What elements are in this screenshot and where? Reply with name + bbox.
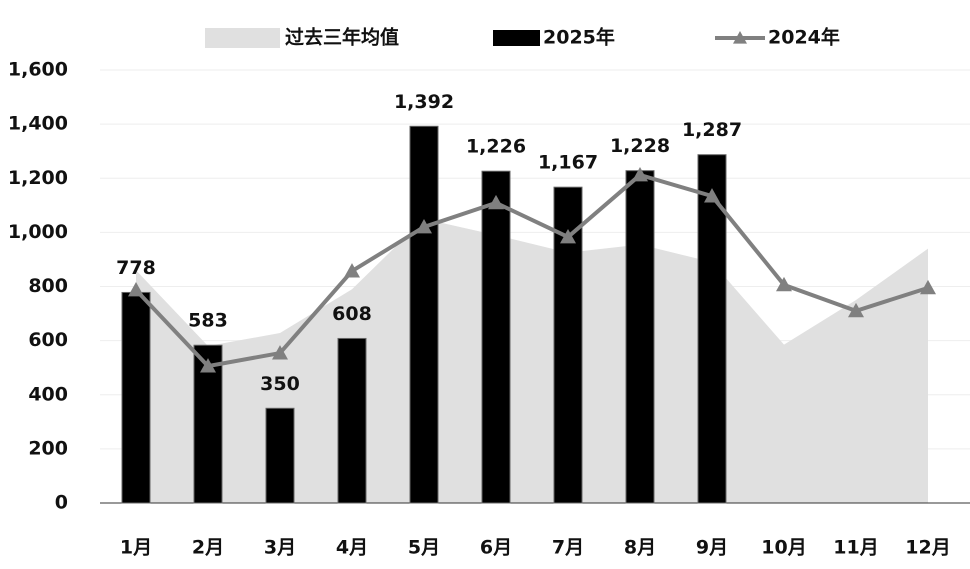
y-tick-label: 1,600 [8, 59, 68, 81]
data-label: 1,167 [538, 152, 598, 174]
marker [416, 218, 432, 234]
y-tick-label: 1,200 [8, 167, 68, 189]
legend-label: 2025年 [543, 26, 615, 49]
legend-label: 过去三年均值 [285, 26, 399, 49]
x-tick-label: 2月 [192, 537, 224, 559]
data-label: 778 [116, 257, 156, 279]
bar [481, 170, 511, 504]
area [136, 218, 928, 503]
marker [272, 345, 288, 360]
x-tick-label: 10月 [761, 537, 806, 559]
legend-label: 2024年 [768, 26, 840, 49]
marker [200, 358, 216, 373]
y-tick-label: 800 [28, 275, 68, 297]
bar [337, 337, 367, 504]
y-tick-label: 0 [55, 492, 68, 514]
legend-marker [733, 31, 747, 44]
marker [344, 263, 360, 278]
x-tick-label: 11月 [833, 537, 878, 559]
data-label: 583 [188, 310, 228, 332]
y-tick-label: 1,400 [8, 113, 68, 135]
x-tick-label: 1月 [120, 537, 152, 559]
data-label: 1,287 [682, 119, 742, 141]
y-tick-label: 200 [28, 437, 68, 459]
marker [776, 276, 792, 292]
y-tick-label: 400 [28, 383, 68, 405]
marker [488, 194, 504, 210]
data-label: 350 [260, 373, 300, 395]
legend-swatch [205, 28, 280, 48]
data-label: 608 [332, 303, 372, 325]
x-tick-label: 7月 [552, 537, 584, 559]
marker [560, 228, 576, 244]
line [134, 172, 929, 369]
marker [920, 279, 936, 295]
x-tick-label: 9月 [696, 537, 728, 559]
x-tick-label: 6月 [480, 537, 512, 559]
x-tick-label: 4月 [336, 537, 368, 559]
legend-swatch [493, 30, 540, 46]
x-tick-label: 12月 [905, 537, 950, 559]
bar [409, 125, 439, 504]
data-label: 1,226 [466, 136, 526, 158]
data-label: 1,228 [610, 135, 670, 157]
x-tick-label: 5月 [408, 537, 440, 559]
bar [121, 291, 151, 504]
bar [265, 407, 295, 504]
x-tick-label: 8月 [624, 537, 656, 559]
bar [625, 170, 655, 504]
y-tick-label: 1,000 [8, 221, 68, 243]
marker [704, 188, 720, 203]
x-tick-label: 3月 [264, 537, 296, 559]
bar [697, 154, 727, 504]
data-label: 1,392 [394, 91, 454, 113]
marker [848, 302, 864, 318]
marker [632, 167, 648, 182]
y-tick-label: 600 [28, 329, 68, 351]
marker [128, 282, 144, 297]
